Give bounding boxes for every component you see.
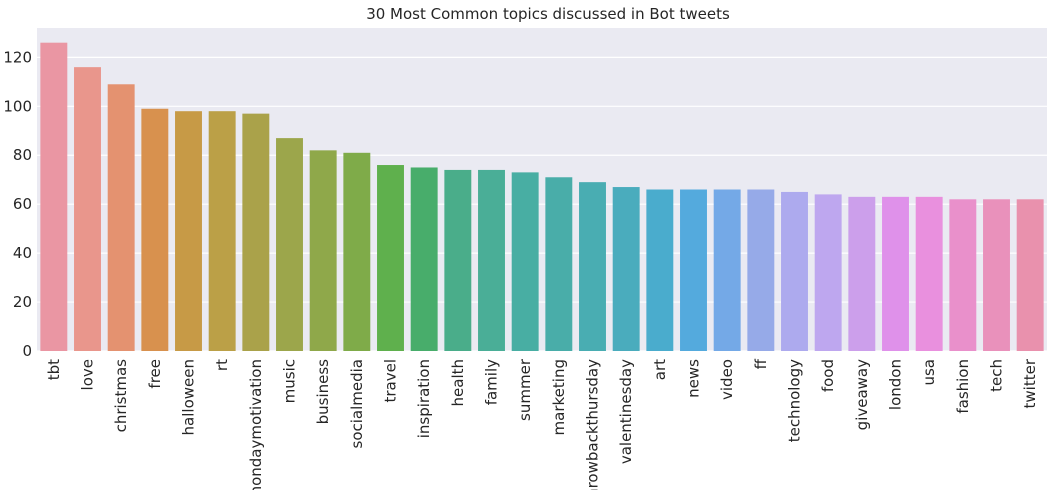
x-tick-label: christmas [112, 359, 130, 433]
x-tick-label: rt [213, 359, 231, 371]
x-tick-label: free [146, 359, 164, 389]
y-tick-label: 40 [13, 244, 32, 262]
x-tick-label: news [685, 359, 703, 398]
x-tick-label: london [887, 359, 905, 410]
bars [40, 42, 1044, 352]
y-tick-label: 120 [3, 48, 32, 66]
bar-rt [208, 111, 236, 352]
plot-background [37, 28, 1047, 351]
gridlines [37, 56, 1047, 352]
x-tick-label: tbt [45, 359, 63, 380]
bar-halloween [175, 111, 202, 352]
x-tick-label: travel [382, 359, 400, 403]
x-tick-label: socialmedia [348, 359, 366, 449]
y-axis-ticks: 0 20 40 60 80 100 120 [3, 48, 32, 360]
bar-family [478, 169, 505, 351]
bar-throwbackthursday [579, 182, 606, 351]
bar-food [814, 194, 842, 351]
y-tick-label: 100 [3, 97, 32, 115]
x-tick-label: food [819, 359, 837, 392]
bar-summer [511, 172, 539, 351]
x-tick-label: music [281, 359, 299, 403]
bar-inspiration [410, 167, 438, 351]
bar-london [882, 196, 909, 351]
y-tick-label: 0 [22, 342, 32, 360]
x-tick-label: twitter [1021, 358, 1039, 408]
x-tick-label: video [718, 359, 736, 400]
x-tick-label: summer [516, 358, 534, 421]
x-tick-label: tech [988, 359, 1006, 392]
x-tick-label: marketing [550, 359, 568, 435]
bar-tech [983, 199, 1010, 351]
x-tick-label: giveaway [853, 359, 871, 430]
bar-twitter [1016, 199, 1044, 351]
bar-tbt [40, 42, 68, 351]
x-tick-label: usa [920, 359, 938, 386]
bar-christmas [107, 84, 135, 351]
x-tick-label: valentinesday [617, 359, 635, 464]
bar-valentinesday [612, 187, 640, 351]
bar-music [276, 138, 303, 351]
x-tick-label: halloween [180, 359, 198, 435]
x-tick-label: business [314, 359, 332, 425]
x-tick-label: inspiration [415, 359, 433, 438]
bar-video [713, 189, 741, 351]
x-tick-label: family [483, 359, 501, 405]
x-tick-label: throwbackthursday [584, 359, 602, 490]
x-tick-label: mondaymotivation [247, 359, 265, 490]
bar-business [309, 150, 337, 351]
bar-mondaymotivation [242, 113, 270, 351]
bar-marketing [545, 177, 573, 351]
y-tick-label: 60 [13, 195, 32, 213]
x-axis-ticks: tbt love christmas free halloween rt mondaymot… [45, 358, 1039, 494]
bar-art [646, 189, 674, 351]
y-tick-label: 20 [13, 293, 32, 311]
bar-giveaway [848, 196, 876, 351]
bar-socialmedia [343, 152, 371, 351]
bar-technology [781, 191, 808, 351]
x-tick-label: technology [786, 359, 804, 442]
bar-news [680, 189, 707, 351]
x-tick-label: health [449, 359, 467, 406]
bar-travel [377, 165, 404, 351]
x-tick-label: art [651, 359, 669, 380]
x-tick-label: love [79, 359, 97, 390]
chart-title: 30 Most Common topics discussed in Bot t… [366, 5, 730, 23]
y-tick-label: 80 [13, 146, 32, 164]
bar-free [141, 108, 169, 351]
bar-fashion [949, 199, 977, 351]
bar-love [74, 67, 101, 351]
bar-ff [747, 189, 775, 351]
bar-health [444, 169, 472, 351]
x-tick-label: ff [752, 358, 770, 369]
bar-usa [915, 196, 943, 351]
x-tick-label: fashion [954, 359, 972, 414]
